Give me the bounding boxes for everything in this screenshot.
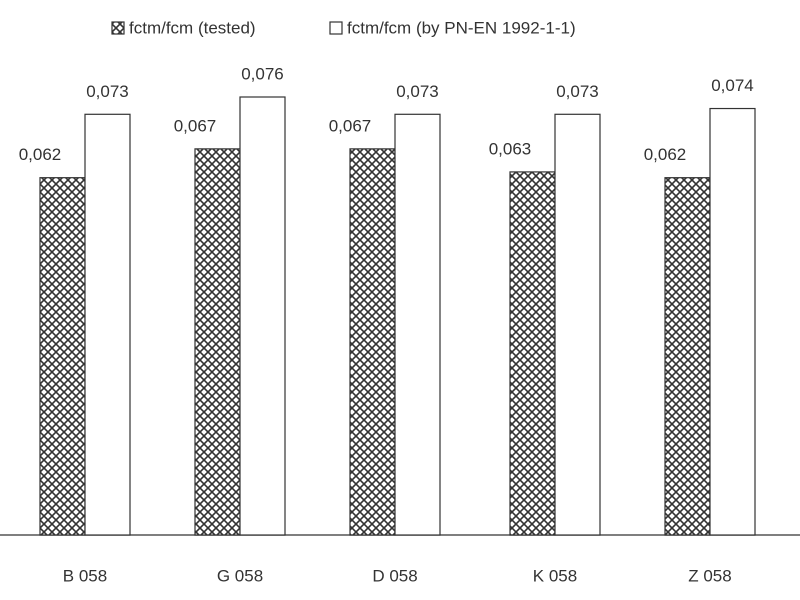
x-tick-label: G 058 <box>217 566 263 585</box>
value-label: 0,067 <box>174 116 217 135</box>
value-label: 0,074 <box>711 76 754 95</box>
x-tick-label: Z 058 <box>688 566 731 585</box>
bar <box>239 96 286 536</box>
bar <box>709 107 756 536</box>
x-tick-label: K 058 <box>533 566 577 585</box>
legend-swatch <box>111 21 125 35</box>
bar <box>349 148 396 536</box>
bar <box>39 177 86 536</box>
x-tick-label: D 058 <box>372 566 417 585</box>
legend-label: fctm/fcm (tested) <box>129 18 256 37</box>
bar <box>194 148 241 536</box>
value-label: 0,073 <box>556 82 599 101</box>
x-tick-label: B 058 <box>63 566 107 585</box>
value-label: 0,067 <box>329 116 372 135</box>
value-label: 0,062 <box>644 145 687 164</box>
bar <box>664 177 711 536</box>
value-label: 0,063 <box>489 139 532 158</box>
legend-label: fctm/fcm (by PN-EN 1992-1-1) <box>347 18 576 37</box>
value-label: 0,073 <box>86 82 129 101</box>
bar <box>84 113 131 536</box>
bar <box>394 113 441 536</box>
bar <box>509 171 556 536</box>
value-label: 0,073 <box>396 82 439 101</box>
value-label: 0,062 <box>19 145 62 164</box>
value-label: 0,076 <box>241 64 284 83</box>
legend-swatch <box>329 21 343 35</box>
bar <box>554 113 601 536</box>
